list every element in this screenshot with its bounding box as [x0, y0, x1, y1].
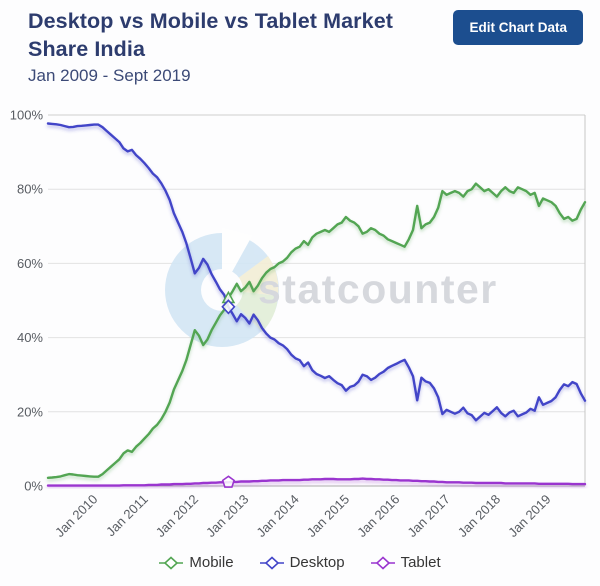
x-axis-label-jan-2016: Jan 2016 [354, 492, 402, 540]
legend-marker-icon [259, 555, 284, 570]
series-line-mobile[interactable] [46, 182, 587, 479]
legend-marker-icon [370, 555, 395, 570]
edit-chart-data-button[interactable]: Edit Chart Data [453, 10, 583, 45]
legend-item-desktop[interactable]: Desktop [259, 554, 345, 571]
y-axis-label-60: 60% [17, 256, 43, 271]
series-line-tablet[interactable] [46, 477, 587, 487]
legend-label: Mobile [189, 554, 234, 571]
x-axis-label-jan-2019: Jan 2019 [505, 492, 553, 540]
x-axis-label-jan-2015: Jan 2015 [304, 492, 352, 540]
series-line-desktop[interactable] [46, 122, 587, 422]
x-axis-label-jan-2011: Jan 2011 [103, 492, 151, 540]
legend-item-tablet[interactable]: Tablet [370, 554, 441, 571]
y-axis-label-0: 0% [24, 479, 43, 494]
x-axis-label-jan-2018: Jan 2018 [455, 492, 503, 540]
hover-marker-tablet [221, 475, 236, 488]
chart-legend: Mobile Desktop Tablet [0, 554, 600, 571]
hover-marker-desktop [221, 299, 236, 315]
legend-label: Desktop [289, 554, 345, 571]
x-axis-label-jan-2017: Jan 2017 [404, 492, 452, 540]
x-axis-label-jan-2013: Jan 2013 [203, 492, 251, 540]
y-axis-label-40: 40% [17, 330, 43, 345]
y-axis-label-100: 100% [10, 108, 44, 123]
statcounter-logo: statcounter [165, 228, 498, 347]
chart-area: 0% 20% 40% 60% 80% 100% statcounter Jan 2010 Jan… [0, 100, 600, 586]
x-axis-label-jan-2014: Jan 2014 [253, 492, 301, 540]
legend-label: Tablet [400, 554, 441, 571]
x-axis-label-jan-2012: Jan 2012 [153, 492, 201, 540]
x-axis-label-jan-2010: Jan 2010 [52, 492, 100, 540]
watermark-text: statcounter [258, 266, 498, 312]
page-title: Desktop vs Mobile vs Tablet Market Share… [28, 9, 394, 61]
y-axis-label-20: 20% [17, 404, 43, 419]
date-range-subtitle: Jan 2009 - Sept 2019 [28, 66, 191, 86]
chart-header: Desktop vs Mobile vs Tablet Market Share… [28, 8, 458, 86]
y-axis-label-80: 80% [17, 182, 43, 197]
legend-item-mobile[interactable]: Mobile [159, 554, 234, 571]
legend-marker-icon [159, 555, 184, 570]
